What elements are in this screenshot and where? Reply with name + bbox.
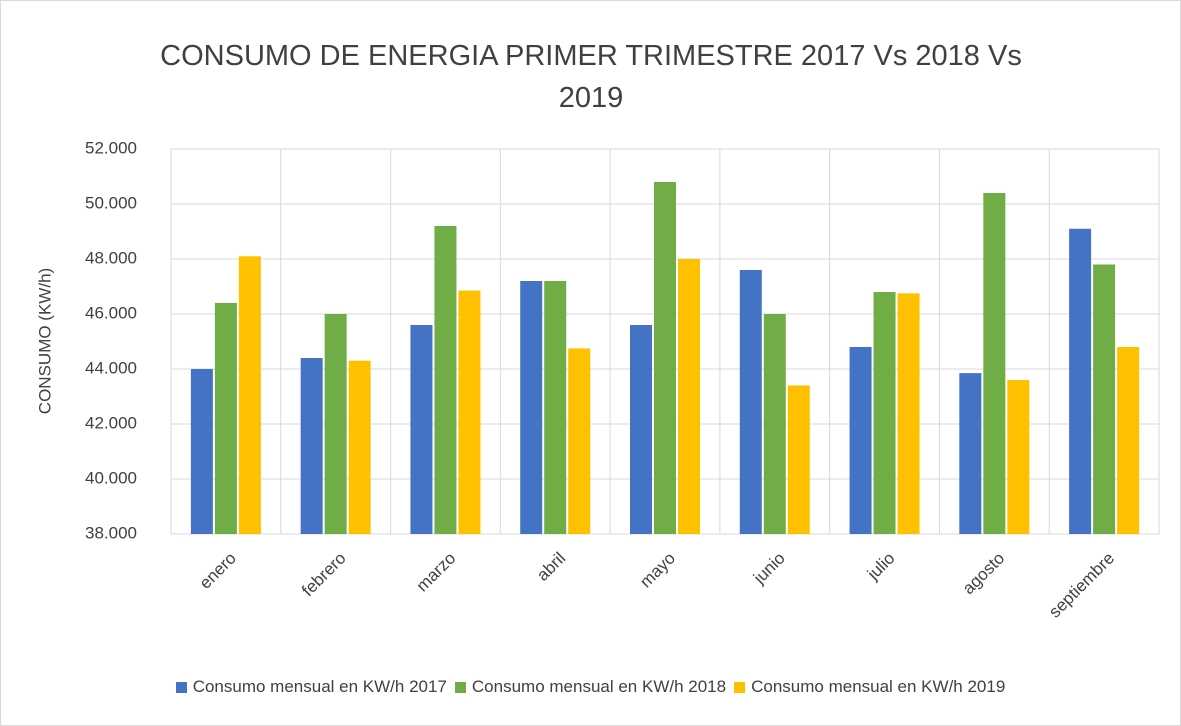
- y-tick-label: 40.000: [85, 468, 137, 487]
- legend-item: Consumo mensual en KW/h 2019: [734, 677, 1005, 697]
- x-tick-label: abril: [533, 549, 569, 585]
- bar: [654, 182, 676, 534]
- bar: [410, 325, 433, 534]
- bar: [959, 373, 982, 534]
- bar: [630, 325, 652, 534]
- y-tick-label: 38.000: [85, 523, 137, 542]
- bar: [763, 314, 786, 534]
- bar: [348, 360, 371, 534]
- y-axis-label: CONSUMO (KW/h): [35, 268, 54, 414]
- bar: [1007, 380, 1030, 534]
- y-tick-label: 46.000: [85, 303, 137, 322]
- x-tick-label: enero: [196, 549, 240, 593]
- bar: [190, 369, 213, 534]
- legend-label: Consumo mensual en KW/h 2019: [751, 677, 1006, 696]
- bar: [739, 270, 762, 534]
- legend-label: Consumo mensual en KW/h 2017: [192, 677, 447, 696]
- bar: [520, 281, 543, 534]
- bar: [458, 290, 481, 534]
- x-tick-label: julio: [863, 549, 899, 585]
- bar: [787, 385, 810, 534]
- bar: [873, 292, 896, 534]
- bar: [678, 259, 700, 534]
- bar: [1069, 228, 1092, 534]
- y-tick-label: 42.000: [85, 413, 137, 432]
- bar: [897, 293, 920, 534]
- legend: Consumo mensual en KW/h 2017 Consumo mens…: [1, 677, 1180, 697]
- bar: [568, 348, 591, 534]
- x-tick-label: agosto: [959, 549, 1009, 599]
- x-tick-label: febrero: [298, 549, 350, 601]
- y-tick-label: 50.000: [85, 193, 137, 212]
- x-tick-label: junio: [749, 549, 789, 589]
- x-tick-label: marzo: [413, 549, 460, 596]
- bar: [214, 303, 237, 534]
- y-tick-label: 52.000: [85, 138, 137, 157]
- y-tick-label: 48.000: [85, 248, 137, 267]
- y-tick-label: 44.000: [85, 358, 137, 377]
- bar: [434, 226, 457, 534]
- legend-label: Consumo mensual en KW/h 2018: [471, 677, 727, 696]
- bar: [983, 193, 1006, 534]
- legend-swatch: [734, 681, 746, 693]
- bar: [1093, 264, 1116, 534]
- x-tick-label: mayo: [636, 549, 679, 592]
- chart-title: CONSUMO DE ENERGIA PRIMER TRIMESTRE 2017…: [160, 40, 1022, 114]
- bar: [544, 281, 567, 534]
- bar: [300, 358, 323, 534]
- legend-item: Consumo mensual en KW/h 2018: [454, 677, 727, 697]
- bar: [238, 256, 261, 534]
- bar: [324, 314, 347, 534]
- x-tick-label: septiembre: [1045, 549, 1118, 622]
- legend-swatch: [175, 681, 187, 693]
- bar: [849, 347, 872, 534]
- bar: [1117, 347, 1140, 534]
- legend-swatch: [454, 681, 466, 693]
- legend-item: Consumo mensual en KW/h 2017: [175, 677, 447, 697]
